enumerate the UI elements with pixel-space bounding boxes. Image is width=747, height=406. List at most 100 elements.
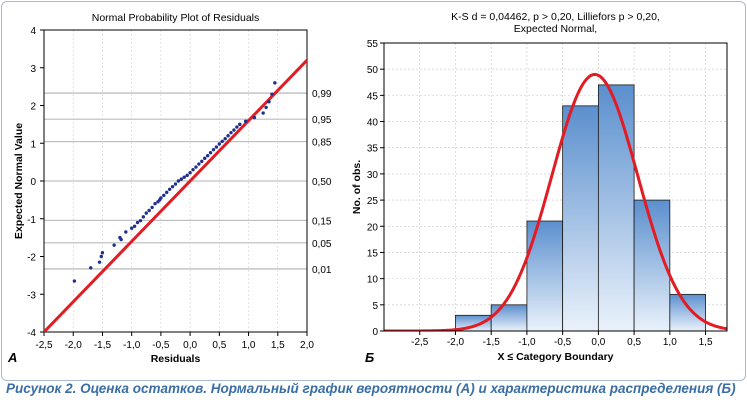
right-tick-label: 0,01 [312,265,332,276]
data-point [100,251,105,255]
panel-label-a: А [7,350,17,365]
data-point [264,105,268,110]
residuals-histogram: 0 5 10 15 20 25 30 35 40 45 50 55 -2,5 -2,0 -1,5 -1,0 -0… [351,11,728,365]
data-point [97,260,102,264]
data-point [159,196,163,200]
fit-line [44,59,307,332]
data-point [226,134,230,138]
y-tick-label: 2 [30,102,36,113]
y-tick-label: 15 [367,248,379,259]
right-tick-label: 0,15 [312,216,332,227]
x-tick-label: 1,5 [271,340,285,351]
data-point [170,184,175,189]
data-point [188,170,192,175]
data-point [217,142,222,146]
right-tick-label: 0,95 [312,115,332,126]
data-point [267,100,271,104]
data-point [232,128,236,132]
y-tick-label: 50 [367,65,379,76]
y-axis-label-b: No. of obs. [351,160,363,214]
x-tick-label: -1,0 [123,340,141,351]
x-tick-label: -1,5 [94,340,112,351]
x-tick-label: -2,0 [447,337,465,348]
data-point [124,230,128,234]
data-point [129,226,134,230]
histogram-bar [669,293,706,332]
x-tick-label: 1,0 [663,337,677,348]
x-tick-label: 2,0 [300,340,314,351]
y-tick-label: 35 [367,144,379,155]
data-point [135,220,140,225]
right-tick-label: 0,05 [312,239,332,250]
data-point [270,92,274,96]
normal-probability-plot: 0,99 0,95 0,85 0,50 0,15 0,05 0,01 -4 -3 -2 -1 0 1 2 3… [7,12,332,365]
data-point [72,279,77,283]
x-tick-label: 0,0 [591,337,605,348]
x-tick-label: -2,5 [35,340,53,351]
data-point [252,115,257,120]
data-point [229,130,233,135]
x-tick-label: 1,5 [699,337,713,348]
data-point [144,211,148,215]
data-point [112,243,116,247]
y-tick-label: 1 [30,139,36,150]
data-point [89,266,93,270]
right-tick-label: 0,85 [312,138,332,149]
data-point [99,254,103,259]
data-point [182,175,186,179]
data-point [197,162,201,166]
y-tick-label: 40 [367,118,379,129]
chart-title-b: K-S d = 0,04462, p > 0,20, Lilliefors p … [451,11,660,23]
data-point [261,111,265,115]
x-tick-label: -2,5 [411,337,429,348]
y-tick-label: 10 [367,275,379,286]
y-tick-label: 0 [372,327,378,338]
y-tick-label: 3 [30,64,36,75]
data-point [211,147,216,152]
data-point [185,173,189,178]
x-tick-label: -1,5 [483,337,501,348]
data-point [200,159,204,164]
data-point [273,81,277,85]
chart-title-a: Normal Probability Plot of Residuals [92,12,260,24]
histogram-bar [490,304,528,332]
data-point [179,177,184,181]
x-axis-label-a: Residuals [151,353,201,365]
y-axis-label-a: Expected Normal Value [13,123,25,239]
data-point [165,190,169,195]
data-point [150,205,154,210]
data-point [220,139,224,144]
x-tick-label: -1,0 [518,337,536,348]
x-tick-label: -2,0 [65,340,83,351]
data-point [119,237,123,242]
x-axis-label-b: X ≤ Category Boundary [497,351,613,363]
y-tick-label: 45 [367,91,379,102]
data-point [132,224,137,228]
y-tick-label: 55 [367,39,379,50]
y-tick-label: -3 [27,290,36,301]
panel-label-b: Б [365,350,374,365]
data-point [191,167,195,172]
x-tick-label: 0,5 [627,337,641,348]
data-point [235,125,239,129]
chart-subtitle-b: Expected Normal, [514,23,597,35]
data-point [176,179,181,183]
data-point [205,154,210,158]
figure-caption: Рисунок 2. Оценка остатков. Нормальный г… [6,381,736,396]
right-tick-label: 0,50 [312,177,332,188]
y-tick-label: -2 [27,253,36,264]
x-tick-label: -0,5 [152,340,170,351]
y-tick-label: 4 [30,26,36,37]
data-point [194,165,198,169]
y-tick-label: 20 [367,222,379,233]
data-point [167,187,172,192]
data-point [173,182,178,186]
data-point [138,218,143,223]
y-tick-label: 25 [367,196,379,207]
data-point [147,208,151,213]
data-point [141,215,146,219]
y-tick-label: 0 [30,177,36,188]
data-point [162,193,166,198]
y-tick-label: -4 [27,328,36,339]
y-tick-label: 5 [372,301,378,312]
